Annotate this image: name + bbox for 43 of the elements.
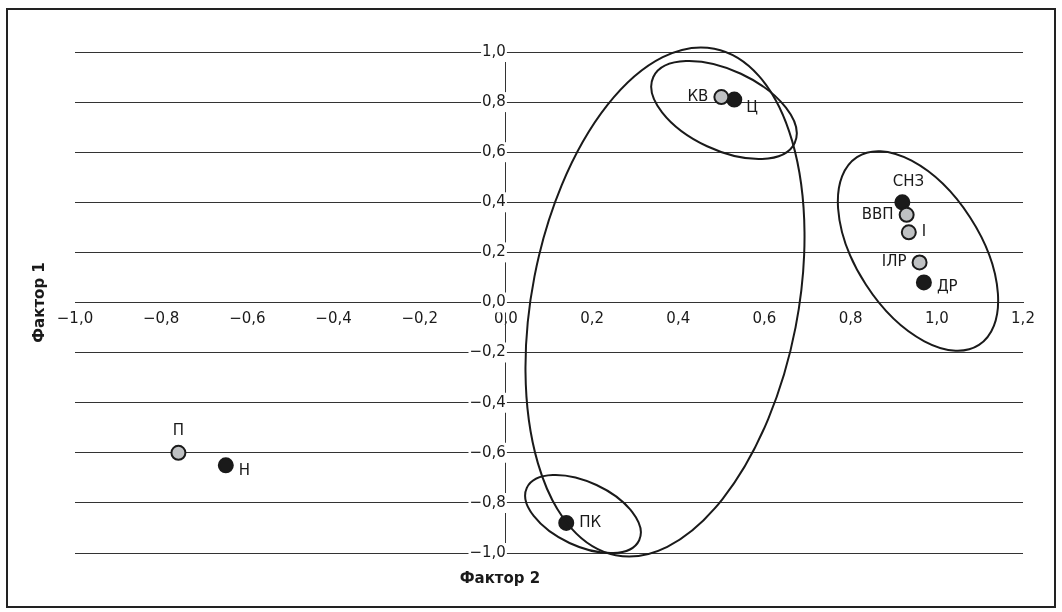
annotation: СНЗ bbox=[892, 172, 925, 191]
x-tick-label: −0,2 bbox=[401, 309, 438, 328]
point bbox=[726, 91, 743, 108]
point bbox=[713, 89, 730, 106]
x-tick-label: −0,8 bbox=[142, 309, 180, 328]
point bbox=[894, 194, 911, 211]
x-tick-label: 1,2 bbox=[1011, 309, 1035, 328]
annotation: Ц bbox=[746, 98, 759, 117]
x-tick-label: 0,8 bbox=[838, 309, 863, 328]
annotation: Н bbox=[238, 461, 251, 480]
annotation: ПК bbox=[579, 512, 602, 531]
x-tick-label: −0,6 bbox=[229, 309, 266, 328]
y-tick-label: −0,8 bbox=[469, 492, 506, 511]
annotation: П bbox=[172, 420, 185, 439]
point bbox=[170, 444, 187, 461]
point bbox=[911, 254, 928, 271]
x-tick-label: 1,0 bbox=[924, 309, 949, 328]
annotation: ВВП bbox=[861, 204, 894, 223]
y-axis-title: Фактор 1 bbox=[29, 262, 48, 343]
x-tick-label: −1,0 bbox=[56, 309, 94, 328]
x-tick-label: 0,2 bbox=[580, 309, 605, 328]
annotation: І bbox=[921, 222, 927, 241]
y-tick-label: −1,0 bbox=[469, 542, 506, 561]
y-tick-label: 0,2 bbox=[482, 242, 506, 261]
y-tick-label: 0,8 bbox=[482, 91, 506, 110]
point bbox=[900, 224, 917, 241]
annotation: ДР bbox=[936, 277, 958, 296]
y-tick-label: −0,4 bbox=[469, 392, 506, 411]
annotation: ІЛР bbox=[881, 252, 907, 271]
y-tick-label: 0,0 bbox=[482, 292, 506, 311]
x-tick-label: −0,4 bbox=[315, 309, 352, 328]
y-tick-label: 0,6 bbox=[482, 142, 506, 161]
y-tick-label: −0,2 bbox=[469, 342, 506, 361]
y-tick-label: 0,4 bbox=[482, 192, 506, 211]
annotation: КВ bbox=[687, 86, 709, 105]
x-axis-title: Фактор 2 bbox=[459, 568, 541, 587]
point bbox=[915, 274, 932, 291]
x-tick-label: 0,4 bbox=[666, 309, 691, 328]
y-tick-label: −0,6 bbox=[469, 442, 506, 461]
x-tick-label: 0,6 bbox=[752, 309, 777, 328]
y-tick-label: 1,0 bbox=[482, 41, 506, 60]
point bbox=[217, 457, 234, 474]
point bbox=[898, 206, 915, 223]
